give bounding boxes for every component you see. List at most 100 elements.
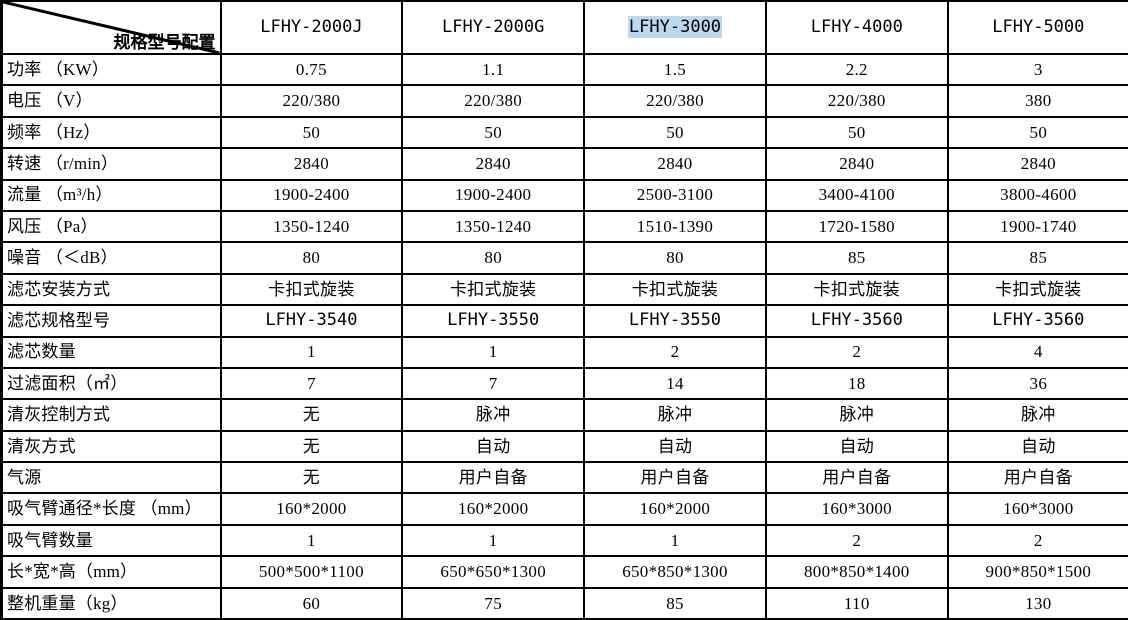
cell-r0-c4: 3 — [948, 54, 1128, 85]
cell-r3-c1: 2840 — [402, 148, 584, 179]
cell-r0-c0: 0.75 — [221, 54, 403, 85]
row-label: 转速 （r/min） — [2, 148, 221, 179]
cell-r2-c2: 50 — [584, 117, 766, 148]
cell-r10-c0: 7 — [221, 368, 403, 399]
cell-r6-c4: 85 — [948, 242, 1128, 273]
row-label: 吸气臂通径*长度 （mm） — [2, 493, 221, 524]
cell-r16-c3: 800*850*1400 — [766, 556, 948, 587]
cell-r8-c1: LFHY-3550 — [402, 305, 584, 336]
cell-r9-c2: 2 — [584, 337, 766, 368]
column-header-1: LFHY-2000G — [402, 1, 584, 54]
cell-r8-c3: LFHY-3560 — [766, 305, 948, 336]
table-row: 清灰控制方式无脉冲脉冲脉冲脉冲 — [2, 399, 1128, 430]
cell-r4-c4: 3800-4600 — [948, 180, 1128, 211]
cell-r3-c3: 2840 — [766, 148, 948, 179]
table-row: 清灰方式无自动自动自动自动 — [2, 431, 1128, 462]
cell-r9-c0: 1 — [221, 337, 403, 368]
column-header-text: LFHY-2000J — [260, 17, 362, 37]
cell-r5-c2: 1510-1390 — [584, 211, 766, 242]
cell-r8-c2: LFHY-3550 — [584, 305, 766, 336]
table-header-row: 规格型号配置 LFHY-2000J LFHY-2000G LFHY-3000 L… — [2, 1, 1128, 54]
cell-r1-c0: 220/380 — [221, 85, 403, 116]
row-label: 清灰控制方式 — [2, 399, 221, 430]
row-label: 整机重量（kg） — [2, 588, 221, 619]
cell-r7-c2: 卡扣式旋装 — [584, 274, 766, 305]
column-header-text: LFHY-5000 — [992, 17, 1084, 37]
cell-r1-c1: 220/380 — [402, 85, 584, 116]
cell-r15-c0: 1 — [221, 525, 403, 556]
row-label: 吸气臂数量 — [2, 525, 221, 556]
cell-r17-c2: 85 — [584, 588, 766, 619]
row-label: 滤芯数量 — [2, 337, 221, 368]
cell-r7-c1: 卡扣式旋装 — [402, 274, 584, 305]
cell-r17-c1: 75 — [402, 588, 584, 619]
column-header-text: LFHY-4000 — [811, 17, 903, 37]
cell-r12-c4: 自动 — [948, 431, 1128, 462]
corner-header-cell: 规格型号配置 — [2, 1, 221, 54]
cell-r12-c0: 无 — [221, 431, 403, 462]
cell-r12-c2: 自动 — [584, 431, 766, 462]
cell-r4-c2: 2500-3100 — [584, 180, 766, 211]
cell-r5-c0: 1350-1240 — [221, 211, 403, 242]
column-header-0: LFHY-2000J — [221, 1, 403, 54]
cell-r1-c4: 380 — [948, 85, 1128, 116]
cell-r2-c3: 50 — [766, 117, 948, 148]
cell-r9-c4: 4 — [948, 337, 1128, 368]
cell-r11-c3: 脉冲 — [766, 399, 948, 430]
cell-r11-c2: 脉冲 — [584, 399, 766, 430]
column-header-text-highlighted: LFHY-3000 — [628, 16, 722, 38]
cell-r14-c2: 160*2000 — [584, 493, 766, 524]
cell-r15-c1: 1 — [402, 525, 584, 556]
cell-r4-c1: 1900-2400 — [402, 180, 584, 211]
cell-r17-c3: 110 — [766, 588, 948, 619]
cell-r1-c3: 220/380 — [766, 85, 948, 116]
cell-r11-c0: 无 — [221, 399, 403, 430]
cell-r6-c1: 80 — [402, 242, 584, 273]
corner-header-label: 规格型号配置 — [114, 34, 216, 51]
row-label: 清灰方式 — [2, 431, 221, 462]
cell-r16-c2: 650*850*1300 — [584, 556, 766, 587]
cell-r17-c0: 60 — [221, 588, 403, 619]
cell-r9-c3: 2 — [766, 337, 948, 368]
cell-r12-c3: 自动 — [766, 431, 948, 462]
cell-r2-c1: 50 — [402, 117, 584, 148]
cell-r4-c3: 3400-4100 — [766, 180, 948, 211]
row-label: 气源 — [2, 462, 221, 493]
cell-r3-c2: 2840 — [584, 148, 766, 179]
cell-r6-c3: 85 — [766, 242, 948, 273]
cell-r15-c4: 2 — [948, 525, 1128, 556]
cell-r4-c0: 1900-2400 — [221, 180, 403, 211]
cell-r3-c4: 2840 — [948, 148, 1128, 179]
cell-r2-c4: 50 — [948, 117, 1128, 148]
row-label: 风压 （Pa） — [2, 211, 221, 242]
cell-r10-c2: 14 — [584, 368, 766, 399]
cell-r16-c0: 500*500*1100 — [221, 556, 403, 587]
table-row: 滤芯安装方式卡扣式旋装卡扣式旋装卡扣式旋装卡扣式旋装卡扣式旋装 — [2, 274, 1128, 305]
cell-r2-c0: 50 — [221, 117, 403, 148]
cell-r16-c1: 650*650*1300 — [402, 556, 584, 587]
cell-r14-c4: 160*3000 — [948, 493, 1128, 524]
cell-r1-c2: 220/380 — [584, 85, 766, 116]
row-label: 长*宽*高（mm） — [2, 556, 221, 587]
cell-r7-c4: 卡扣式旋装 — [948, 274, 1128, 305]
table-row: 气源无用户自备用户自备用户自备用户自备 — [2, 462, 1128, 493]
row-label: 电压 （V） — [2, 85, 221, 116]
cell-r7-c3: 卡扣式旋装 — [766, 274, 948, 305]
cell-r16-c4: 900*850*1500 — [948, 556, 1128, 587]
cell-r11-c4: 脉冲 — [948, 399, 1128, 430]
cell-r8-c0: LFHY-3540 — [221, 305, 403, 336]
cell-r17-c4: 130 — [948, 588, 1128, 619]
cell-r0-c3: 2.2 — [766, 54, 948, 85]
cell-r7-c0: 卡扣式旋装 — [221, 274, 403, 305]
cell-r15-c3: 2 — [766, 525, 948, 556]
cell-r10-c3: 18 — [766, 368, 948, 399]
column-header-text: LFHY-2000G — [442, 17, 544, 37]
